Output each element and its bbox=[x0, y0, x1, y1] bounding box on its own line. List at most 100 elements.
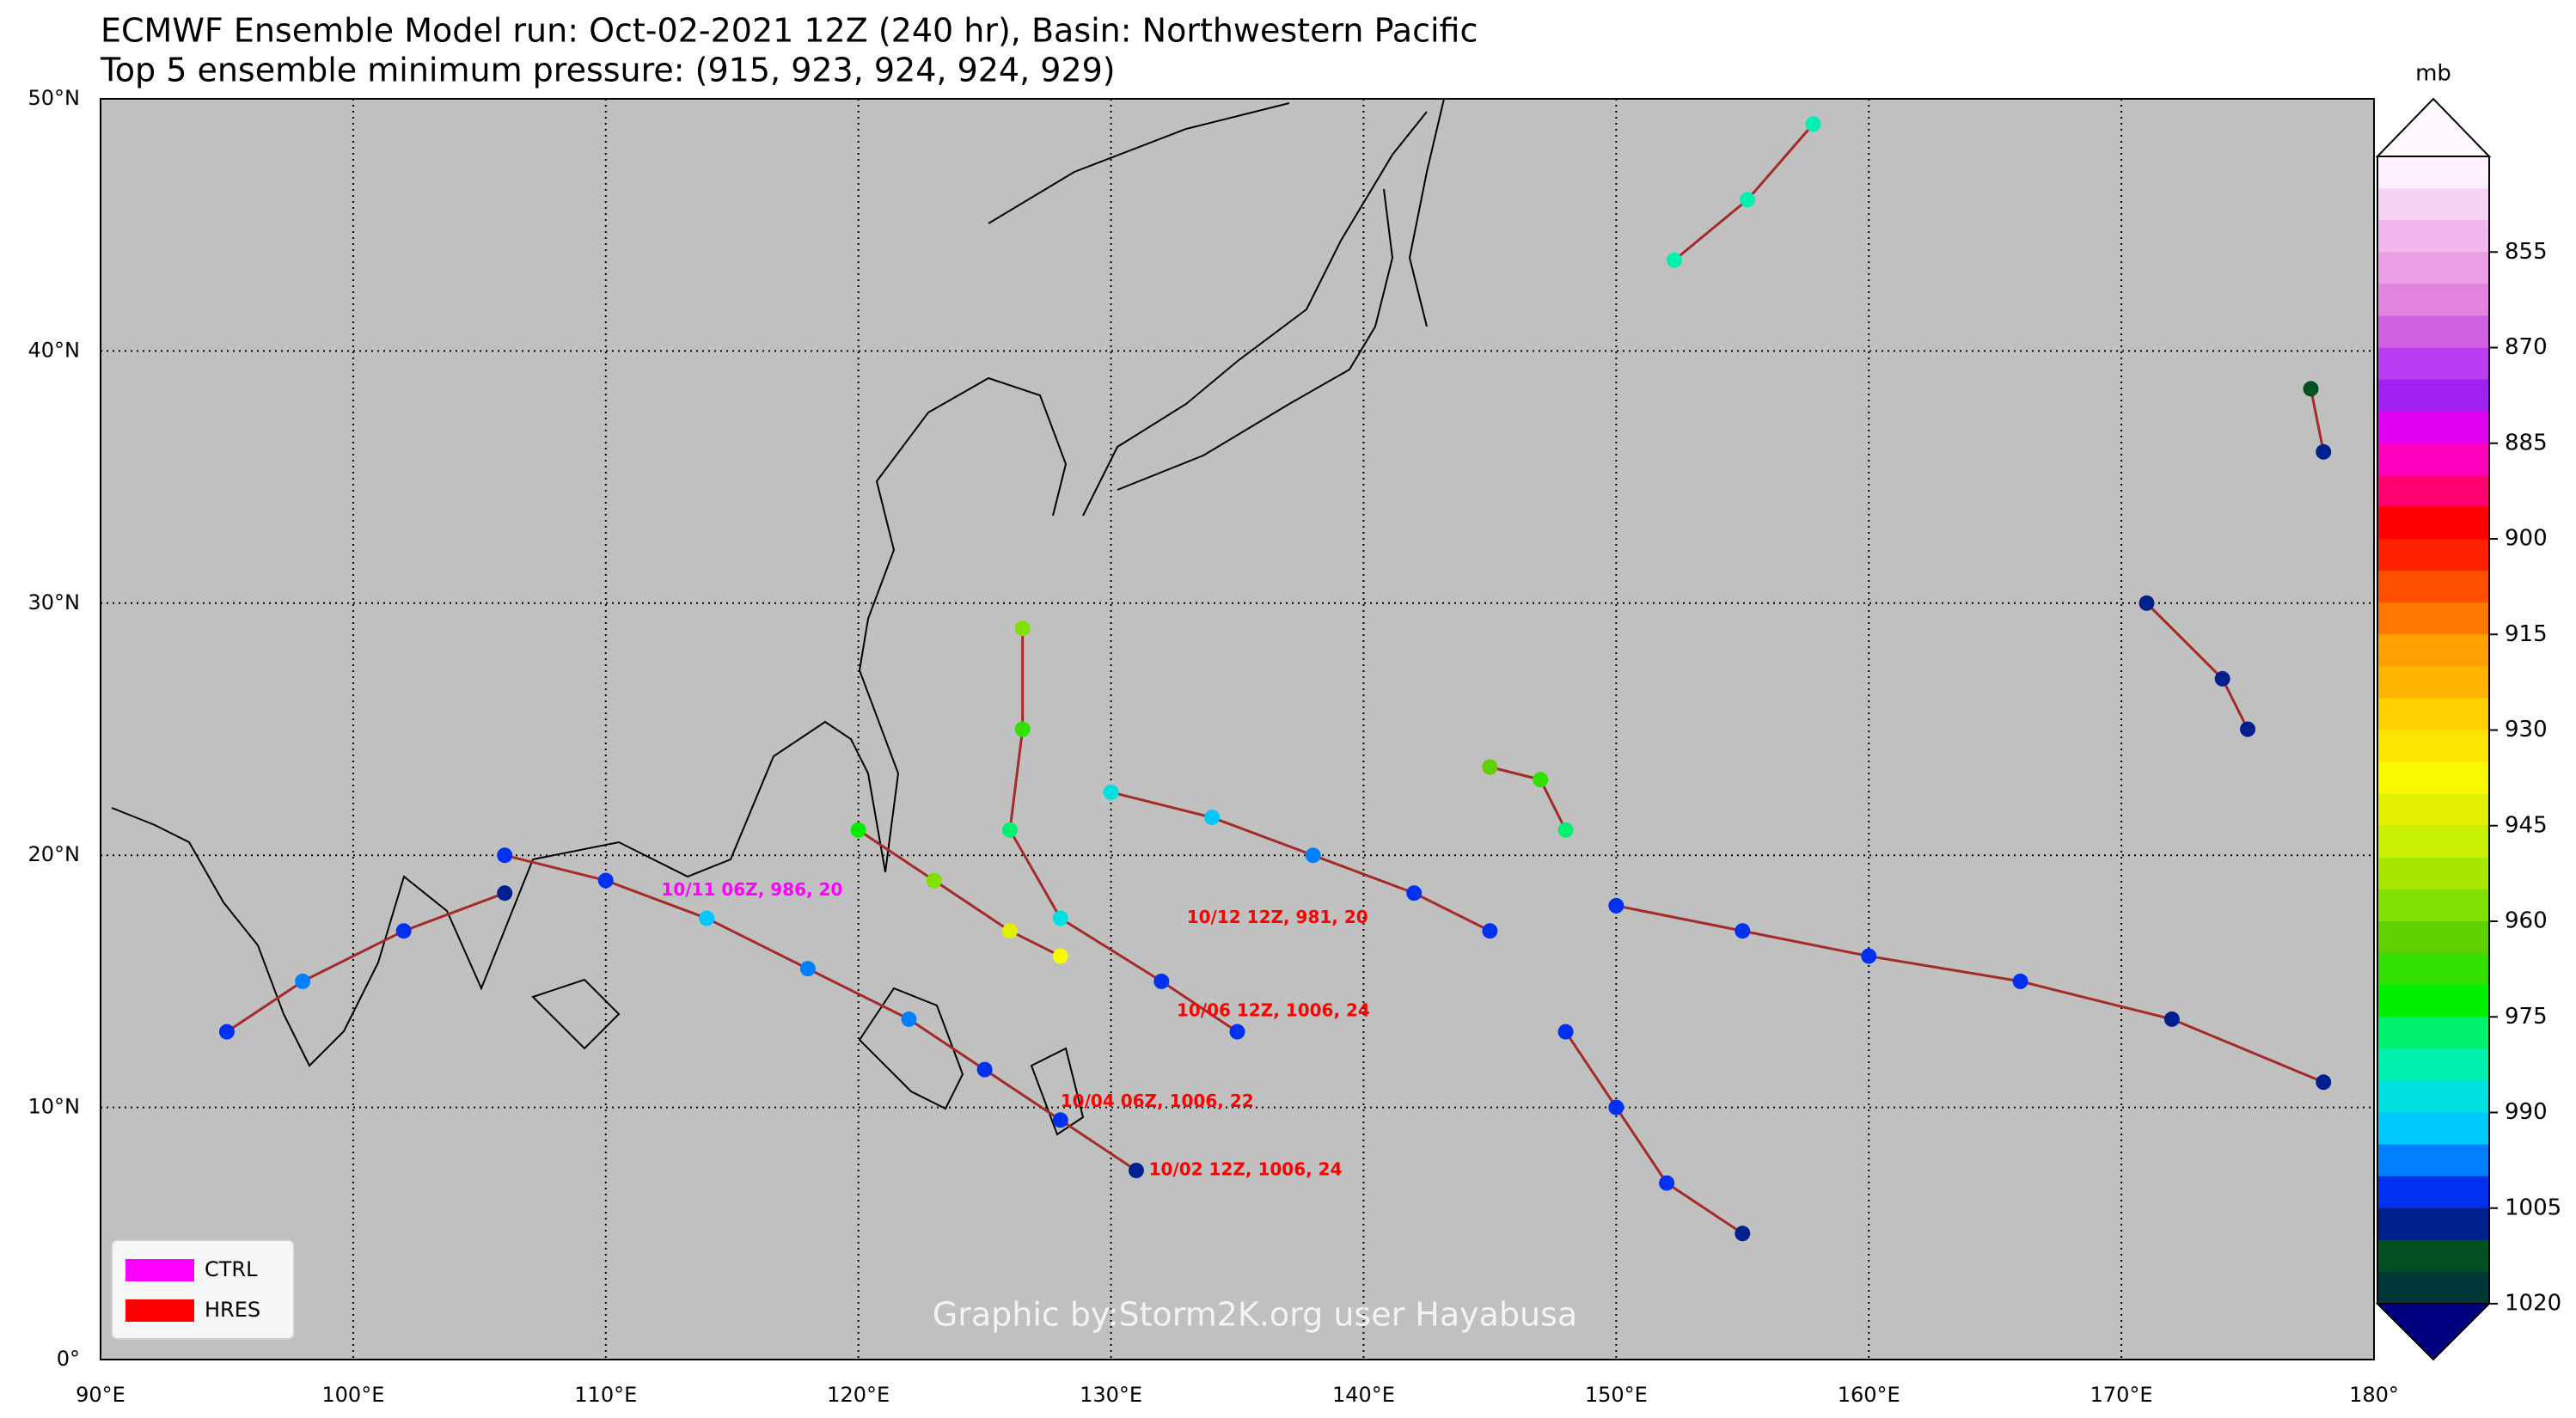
colorbar-band bbox=[2377, 1017, 2489, 1049]
track-point bbox=[395, 923, 412, 939]
track-point bbox=[1740, 192, 1756, 208]
colorbar-band bbox=[2377, 539, 2489, 571]
y-tick-label: 0° bbox=[57, 1347, 80, 1371]
colorbar: 855 870 885 900 915 930 945 960 975 990 1005 1020 mb bbox=[2375, 61, 2561, 1361]
y-tick-label: 40°N bbox=[28, 338, 81, 362]
colorbar-band bbox=[2377, 379, 2489, 413]
x-tick-label: 120°E bbox=[827, 1383, 890, 1407]
track-point bbox=[1153, 973, 1170, 989]
track-line bbox=[1008, 628, 1239, 1033]
track-point bbox=[1666, 252, 1682, 268]
colorbar-tick-label: 975 bbox=[2505, 1004, 2548, 1030]
legend-label: CTRL bbox=[205, 1257, 258, 1281]
track-point bbox=[497, 847, 513, 864]
colorbar-band bbox=[2377, 156, 2489, 189]
colorbar-band bbox=[2377, 698, 2489, 730]
track-point bbox=[1735, 923, 1751, 939]
track-point bbox=[976, 1061, 993, 1078]
track-line bbox=[1616, 904, 2324, 1084]
colorbar-tick-label: 960 bbox=[2505, 908, 2548, 934]
track-point bbox=[1128, 1162, 1144, 1178]
track-point bbox=[218, 1024, 235, 1040]
colorbar-band bbox=[2377, 634, 2489, 667]
colorbar-band bbox=[2377, 953, 2489, 986]
colorbar-band bbox=[2377, 985, 2489, 1018]
x-tick-label: 140°E bbox=[1332, 1383, 1395, 1407]
colorbar-tick-label: 870 bbox=[2505, 334, 2548, 360]
colorbar-band bbox=[2377, 857, 2489, 890]
colorbar-extend-bottom bbox=[2375, 1303, 2492, 1361]
track-label: 10/04 06Z, 1006, 22 bbox=[1061, 1091, 1254, 1111]
colorbar-band bbox=[2377, 921, 2489, 954]
track-point bbox=[1204, 810, 1221, 826]
track-point bbox=[1482, 923, 1498, 939]
track-point bbox=[1103, 784, 1119, 800]
track-point bbox=[1052, 1112, 1068, 1128]
track-point bbox=[1861, 948, 1877, 964]
colorbar-band bbox=[2377, 474, 2489, 508]
legend-box bbox=[111, 1239, 295, 1340]
track-label: 10/02 12Z, 1006, 24 bbox=[1149, 1158, 1343, 1179]
track-point bbox=[1805, 116, 1821, 132]
colorbar-band bbox=[2377, 315, 2489, 348]
colorbar-tick-label: 930 bbox=[2505, 717, 2548, 743]
track-line bbox=[226, 891, 505, 1033]
x-tick-label: 110°E bbox=[574, 1383, 637, 1407]
track-point bbox=[926, 872, 942, 889]
track-point bbox=[295, 973, 311, 989]
colorbar-band bbox=[2377, 666, 2489, 699]
colorbar-band bbox=[2377, 252, 2489, 284]
track-point bbox=[1557, 1024, 1574, 1040]
track-point bbox=[1735, 1225, 1751, 1242]
track-point bbox=[1002, 923, 1018, 939]
track-point bbox=[901, 1011, 917, 1027]
colorbar-tick-label: 990 bbox=[2505, 1099, 2548, 1125]
colorbar-band bbox=[2377, 506, 2489, 540]
subtitle: Top 5 ensemble minimum pressure: (915, 9… bbox=[100, 52, 1116, 89]
colorbar-tick-label: 945 bbox=[2505, 812, 2548, 838]
track-point bbox=[1533, 772, 1549, 788]
track-point bbox=[850, 822, 866, 838]
track-point bbox=[1002, 822, 1018, 838]
track-point bbox=[1557, 822, 1574, 838]
track-point bbox=[597, 872, 614, 889]
x-tick-label: 160°E bbox=[1838, 1383, 1900, 1407]
colorbar-band bbox=[2377, 1239, 2489, 1273]
colorbar-band bbox=[2377, 761, 2489, 795]
track-line bbox=[1564, 1030, 1744, 1235]
colorbar-band bbox=[2377, 602, 2489, 635]
colorbar-band bbox=[2377, 1048, 2489, 1081]
track-point bbox=[1229, 1024, 1245, 1040]
x-tick-label: 100°E bbox=[321, 1383, 384, 1407]
track-point bbox=[1052, 948, 1068, 964]
y-tick-label: 20°N bbox=[28, 842, 81, 866]
colorbar-band bbox=[2377, 1207, 2489, 1241]
colorbar-band bbox=[2377, 1080, 2489, 1113]
map-background bbox=[100, 98, 2375, 1360]
track-point bbox=[2139, 595, 2155, 611]
legend-swatch bbox=[125, 1259, 194, 1281]
title: ECMWF Ensemble Model run: Oct-02-2021 12… bbox=[101, 12, 1478, 50]
y-tick-label: 50°N bbox=[28, 86, 81, 110]
colorbar-band bbox=[2377, 411, 2489, 444]
x-tick-label: 150°E bbox=[1585, 1383, 1648, 1407]
colorbar-tick-label: 855 bbox=[2505, 239, 2548, 265]
watermark: Graphic by:Storm2K.org user Hayabusa bbox=[933, 1296, 1577, 1334]
colorbar-band bbox=[2377, 730, 2489, 763]
colorbar-band bbox=[2377, 793, 2489, 827]
colorbar-band bbox=[2377, 571, 2489, 603]
x-tick-label: 170°E bbox=[2090, 1383, 2153, 1407]
legend: CTRL HRES bbox=[125, 1257, 260, 1322]
track-line bbox=[504, 853, 1137, 1172]
legend-label: HRES bbox=[205, 1298, 260, 1322]
track-point bbox=[2316, 1074, 2332, 1091]
track-point bbox=[1608, 1099, 1625, 1115]
track-point bbox=[1659, 1175, 1675, 1191]
colorbar-band bbox=[2377, 347, 2489, 381]
x-tick-label: 130°E bbox=[1080, 1383, 1142, 1407]
y-tick-label: 30°N bbox=[28, 590, 81, 614]
tracks bbox=[218, 116, 2332, 1242]
colorbar-band bbox=[2377, 1144, 2489, 1177]
colorbar-tick-label: 885 bbox=[2505, 430, 2548, 455]
